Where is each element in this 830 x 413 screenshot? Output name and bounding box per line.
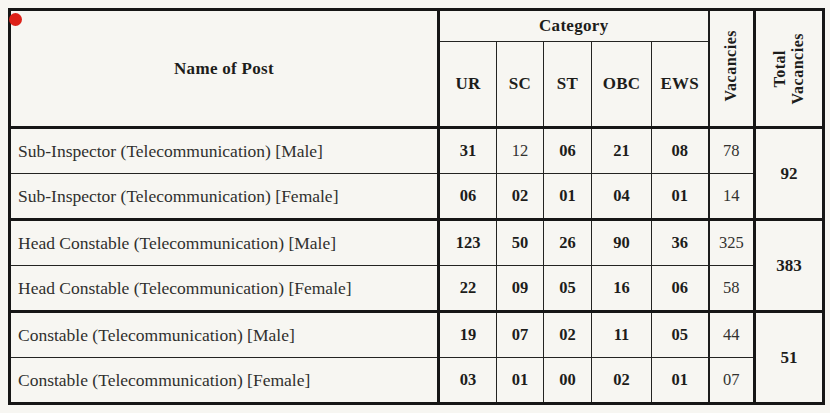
total-vacancies-cell: 92 (755, 128, 824, 220)
vacancy-table: Name of Post Category Vacancies Total Va… (8, 8, 825, 405)
vacancies-cell: 78 (709, 128, 755, 174)
ews-cell: 01 (652, 358, 709, 404)
col-header-sc: SC (497, 42, 544, 128)
ur-cell: 19 (439, 312, 497, 358)
vacancies-cell: 07 (709, 358, 755, 404)
table-row: Head Constable (Telecommunication) [Fema… (10, 266, 824, 312)
ews-cell: 08 (652, 128, 709, 174)
total-vertical-label-line2: Vacancies (790, 33, 807, 104)
vacancies-cell: 44 (709, 312, 755, 358)
red-dot-marker (9, 13, 22, 26)
ur-cell: 03 (439, 358, 497, 404)
post-name-cell: Constable (Telecommunication) [Female] (10, 358, 439, 404)
ews-cell: 01 (652, 174, 709, 220)
col-header-ur: UR (439, 42, 497, 128)
obc-cell: 90 (592, 220, 652, 266)
ews-cell: 06 (652, 266, 709, 312)
col-header-ews: EWS (652, 42, 709, 128)
table-row: Constable (Telecommunication) [Male] 19 … (10, 312, 824, 358)
ur-cell: 123 (439, 220, 497, 266)
ur-cell: 22 (439, 266, 497, 312)
post-name-cell: Head Constable (Telecommunication) [Fema… (10, 266, 439, 312)
vacancies-vertical-label: Vacancies (723, 30, 740, 101)
post-name-cell: Sub-Inspector (Telecommunication) [Femal… (10, 174, 439, 220)
st-cell: 00 (544, 358, 592, 404)
sc-cell: 01 (497, 358, 544, 404)
st-cell: 02 (544, 312, 592, 358)
sc-cell: 07 (497, 312, 544, 358)
ur-cell: 06 (439, 174, 497, 220)
st-cell: 05 (544, 266, 592, 312)
table-row: Sub-Inspector (Telecommunication) [Male]… (10, 128, 824, 174)
table-row: Sub-Inspector (Telecommunication) [Femal… (10, 174, 824, 220)
total-vacancies-cell: 51 (755, 312, 824, 404)
sc-cell: 12 (497, 128, 544, 174)
st-cell: 06 (544, 128, 592, 174)
st-cell: 26 (544, 220, 592, 266)
obc-cell: 16 (592, 266, 652, 312)
obc-cell: 21 (592, 128, 652, 174)
total-vacancies-cell: 383 (755, 220, 824, 312)
sc-cell: 09 (497, 266, 544, 312)
col-header-total-vacancies: Total Vacancies (755, 10, 824, 128)
table-row: Constable (Telecommunication) [Female] 0… (10, 358, 824, 404)
obc-cell: 11 (592, 312, 652, 358)
post-name-cell: Constable (Telecommunication) [Male] (10, 312, 439, 358)
vacancies-cell: 14 (709, 174, 755, 220)
col-header-category: Category (439, 10, 709, 42)
sc-cell: 02 (497, 174, 544, 220)
st-cell: 01 (544, 174, 592, 220)
col-header-obc: OBC (592, 42, 652, 128)
sc-cell: 50 (497, 220, 544, 266)
ur-cell: 31 (439, 128, 497, 174)
obc-cell: 02 (592, 358, 652, 404)
ews-cell: 05 (652, 312, 709, 358)
table-row: Head Constable (Telecommunication) [Male… (10, 220, 824, 266)
col-header-st: ST (544, 42, 592, 128)
post-name-cell: Sub-Inspector (Telecommunication) [Male] (10, 128, 439, 174)
vacancies-cell: 325 (709, 220, 755, 266)
obc-cell: 04 (592, 174, 652, 220)
col-header-vacancies: Vacancies (709, 10, 755, 128)
vacancies-cell: 58 (709, 266, 755, 312)
total-vertical-label-line1: Total (772, 50, 789, 87)
post-name-cell: Head Constable (Telecommunication) [Male… (10, 220, 439, 266)
col-header-name-of-post: Name of Post (10, 10, 439, 128)
ews-cell: 36 (652, 220, 709, 266)
